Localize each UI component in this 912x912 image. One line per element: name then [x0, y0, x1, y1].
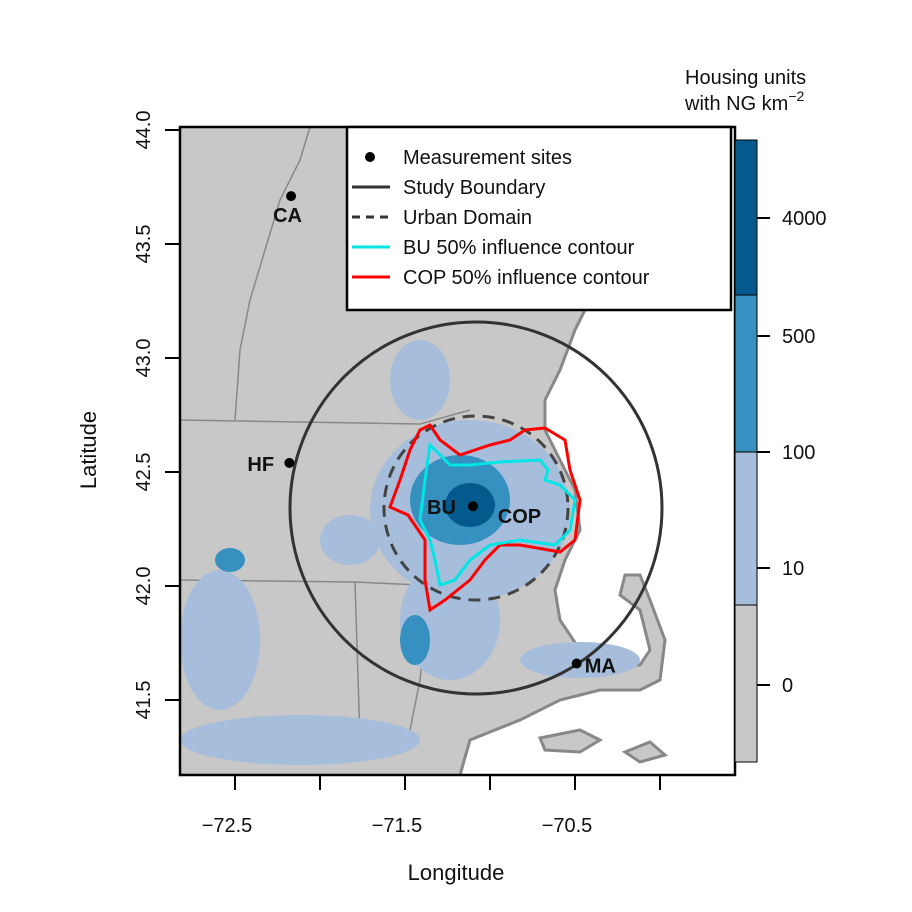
colorbar: Housing units with NG km−2 0 10 100 500 4000 — [684, 67, 827, 763]
legend-label: COP 50% influence contour — [403, 267, 650, 289]
colorbar-tick-label: 100 — [782, 442, 815, 464]
colorbar-band — [734, 294, 758, 453]
colorbar-tick-label: 0 — [782, 675, 793, 697]
y-tick-label: 43.0 — [133, 339, 155, 378]
legend-label: Measurement sites — [403, 147, 572, 169]
site-label-hf: HF — [247, 454, 274, 476]
island-nantucket — [621, 740, 669, 764]
x-axis-label: Longitude — [408, 860, 505, 885]
legend-box — [345, 125, 733, 312]
site-label-ca: CA — [273, 205, 302, 227]
study-boundary — [288, 320, 664, 696]
urban-domain — [382, 414, 570, 602]
y-tick-label: 42.5 — [133, 453, 155, 492]
site-marker — [286, 191, 297, 202]
x-tick-label: −70.5 — [542, 815, 593, 837]
colorbar-title-line2: with NG km−2 — [684, 88, 805, 115]
legend: Measurement sites Study Boundary Urban Dom… — [345, 125, 733, 312]
legend-label: Study Boundary — [403, 177, 545, 199]
y-tick-label: 42.0 — [133, 567, 155, 606]
site-marker — [284, 457, 295, 468]
legend-label: Urban Domain — [403, 207, 532, 229]
legend-key — [365, 152, 375, 162]
x-tick-label: −71.5 — [372, 815, 423, 837]
site-marker — [571, 658, 582, 669]
site-label-bu: BU — [427, 497, 456, 519]
colorbar-band — [734, 139, 758, 296]
measurement-sites: CA HF BU COP MA — [247, 191, 616, 678]
colorbar-band — [734, 451, 758, 606]
colorbar-band — [734, 604, 758, 763]
x-tick-label: −72.5 — [202, 815, 253, 837]
site-marker — [468, 501, 478, 512]
legend-label: BU 50% influence contour — [403, 237, 635, 259]
axes: −72.5 −71.5 −70.5 44.0 43.5 43.0 42.5 42.0 41.5 — [133, 111, 661, 837]
colorbar-tick-label: 4000 — [782, 208, 827, 230]
site-label-ma: MA — [585, 656, 616, 678]
island-marthas-vineyard — [537, 728, 604, 754]
coastline — [458, 269, 667, 775]
y-axis-label: Latitude — [76, 411, 101, 489]
colorbar-title-line1: Housing units — [685, 67, 806, 89]
bu-influence-contour — [418, 441, 577, 587]
colorbar-tick-label: 10 — [782, 558, 804, 580]
y-tick-label: 41.5 — [133, 681, 155, 720]
y-tick-label: 44.0 — [133, 111, 155, 150]
cop-influence-contour — [388, 423, 582, 613]
housing-density — [180, 340, 640, 765]
state-border — [180, 127, 471, 741]
colorbar-tick-label: 500 — [782, 326, 815, 348]
y-tick-label: 43.5 — [133, 225, 155, 264]
site-label-cop: COP — [498, 506, 541, 528]
